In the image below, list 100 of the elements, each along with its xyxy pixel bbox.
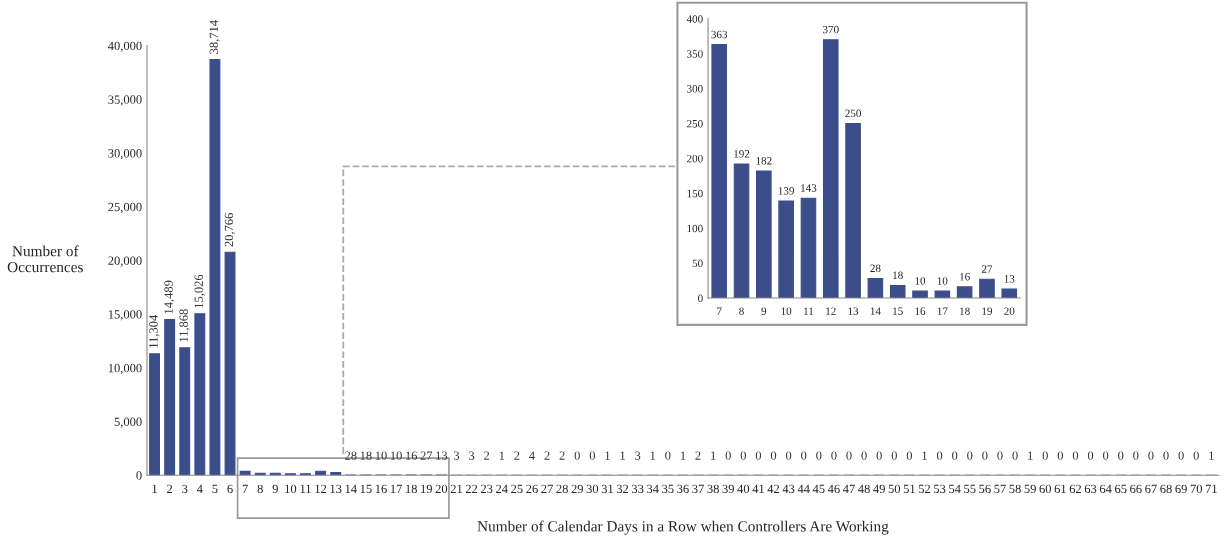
x-tick-label: 44 bbox=[797, 484, 810, 493]
x-tick-label: 25 bbox=[511, 484, 523, 494]
x-tick-label: 43 bbox=[782, 484, 795, 494]
x-tick-label: 71 bbox=[1205, 484, 1217, 493]
data-label: 0 bbox=[1193, 451, 1199, 460]
data-label: 0 bbox=[725, 451, 731, 460]
y-tick-label: 30,000 bbox=[108, 149, 142, 160]
x-tick-label: 22 bbox=[465, 484, 478, 493]
x-tick-label: 24 bbox=[496, 484, 508, 493]
x-tick-label: 16 bbox=[915, 307, 926, 315]
data-label: 370 bbox=[822, 25, 839, 34]
data-label: 1 bbox=[605, 451, 610, 460]
x-tick-label: 10 bbox=[781, 307, 792, 315]
y-tick-label: 400 bbox=[686, 15, 703, 23]
data-label: 0 bbox=[755, 451, 762, 460]
y-tick-label: 300 bbox=[687, 85, 703, 93]
data-label: 0 bbox=[936, 451, 943, 460]
data-label: 2 bbox=[544, 451, 550, 460]
data-label: 0 bbox=[801, 451, 807, 460]
data-label: 0 bbox=[770, 451, 777, 460]
x-tick-label: 68 bbox=[1160, 484, 1172, 494]
y-tick-label: 40,000 bbox=[108, 41, 142, 52]
data-label: 27 bbox=[981, 265, 993, 273]
data-label: 27 bbox=[420, 451, 433, 460]
data-label: 1 bbox=[1209, 451, 1214, 460]
x-tick-label: 13 bbox=[330, 484, 342, 494]
data-label: 10 bbox=[915, 277, 926, 285]
x-tick-label: 3 bbox=[182, 484, 188, 494]
x-tick-label: 45 bbox=[812, 484, 825, 494]
x-tick-label: 29 bbox=[571, 484, 583, 494]
y-tick-label: 35,000 bbox=[108, 95, 142, 106]
x-tick-label: 15 bbox=[893, 307, 903, 315]
data-label: 13 bbox=[1004, 275, 1015, 283]
data-label: 10 bbox=[937, 277, 948, 285]
x-tick-label: 69 bbox=[1175, 484, 1187, 494]
x-tick-label: 18 bbox=[406, 484, 417, 494]
x-tick-label: 21 bbox=[450, 484, 462, 493]
data-label: 1 bbox=[620, 451, 625, 460]
data-label: 18 bbox=[360, 451, 372, 460]
x-tick-label: 62 bbox=[1069, 484, 1082, 494]
x-tick-label: 66 bbox=[1130, 484, 1142, 494]
data-label: 13 bbox=[436, 451, 448, 460]
data-label: 0 bbox=[906, 451, 913, 460]
x-tick-label: 65 bbox=[1115, 484, 1127, 494]
y-tick-label: 100 bbox=[687, 224, 703, 233]
data-label: 3 bbox=[635, 451, 641, 460]
data-label: 0 bbox=[1118, 451, 1124, 460]
data-label: 0 bbox=[1087, 451, 1094, 460]
y-tick-label: 250 bbox=[687, 119, 703, 128]
data-label: 0 bbox=[574, 451, 580, 460]
x-tick-label: 11 bbox=[804, 307, 814, 315]
x-tick-label: 47 bbox=[843, 484, 855, 493]
x-tick-label: 17 bbox=[390, 484, 402, 493]
data-label: 1 bbox=[680, 451, 686, 460]
y-tick-label: 150 bbox=[687, 189, 703, 198]
x-tick-label: 5 bbox=[212, 484, 218, 494]
y-tick-label: 5,000 bbox=[114, 417, 142, 428]
data-label: 0 bbox=[952, 451, 958, 460]
data-label: 0 bbox=[1148, 451, 1154, 460]
x-tick-label: 32 bbox=[616, 484, 629, 494]
data-label: 0 bbox=[740, 451, 746, 460]
data-label: 1 bbox=[711, 451, 716, 460]
data-label: 0 bbox=[967, 451, 973, 460]
data-label: 250 bbox=[845, 109, 861, 118]
x-tick-label: 20 bbox=[1004, 307, 1015, 315]
x-tick-label: 8 bbox=[739, 307, 744, 315]
y-axis-title: Number of Occurrences bbox=[7, 245, 83, 273]
data-label: 0 bbox=[589, 451, 595, 460]
data-label: 18 bbox=[893, 271, 903, 280]
x-tick-label: 59 bbox=[1024, 484, 1036, 494]
data-label: 28 bbox=[345, 451, 357, 460]
data-label: 0 bbox=[846, 451, 852, 460]
data-label: 3 bbox=[453, 451, 460, 460]
x-tick-label: 55 bbox=[964, 484, 976, 494]
x-tick-label: 54 bbox=[949, 484, 961, 494]
data-label: 28 bbox=[870, 264, 881, 273]
x-tick-label: 26 bbox=[526, 484, 538, 494]
x-tick-label: 4 bbox=[196, 484, 203, 493]
data-label: 1 bbox=[650, 451, 656, 460]
x-tick-label: 56 bbox=[979, 484, 991, 494]
data-label: 0 bbox=[1103, 451, 1109, 460]
x-tick-label: 46 bbox=[827, 484, 840, 494]
data-label: 0 bbox=[861, 451, 867, 460]
data-label: 0 bbox=[1042, 451, 1048, 460]
data-label: 0 bbox=[1178, 451, 1184, 460]
x-tick-label: 39 bbox=[722, 484, 734, 494]
y-tick-label: 15,000 bbox=[108, 310, 142, 321]
data-label: 2 bbox=[559, 451, 565, 460]
x-tick-label: 2 bbox=[167, 484, 173, 493]
x-tick-label: 67 bbox=[1145, 484, 1157, 494]
data-label: 1 bbox=[922, 451, 927, 460]
x-tick-label: 12 bbox=[315, 484, 327, 493]
x-tick-label: 23 bbox=[480, 484, 493, 494]
y-tick-label: 0 bbox=[698, 294, 703, 302]
x-tick-label: 53 bbox=[934, 484, 946, 494]
x-tick-label: 17 bbox=[937, 307, 948, 315]
y-tick-label: 25,000 bbox=[108, 202, 142, 213]
x-tick-label: 42 bbox=[767, 484, 780, 493]
x-tick-label: 14 bbox=[345, 484, 357, 493]
data-label: 2 bbox=[484, 451, 490, 460]
